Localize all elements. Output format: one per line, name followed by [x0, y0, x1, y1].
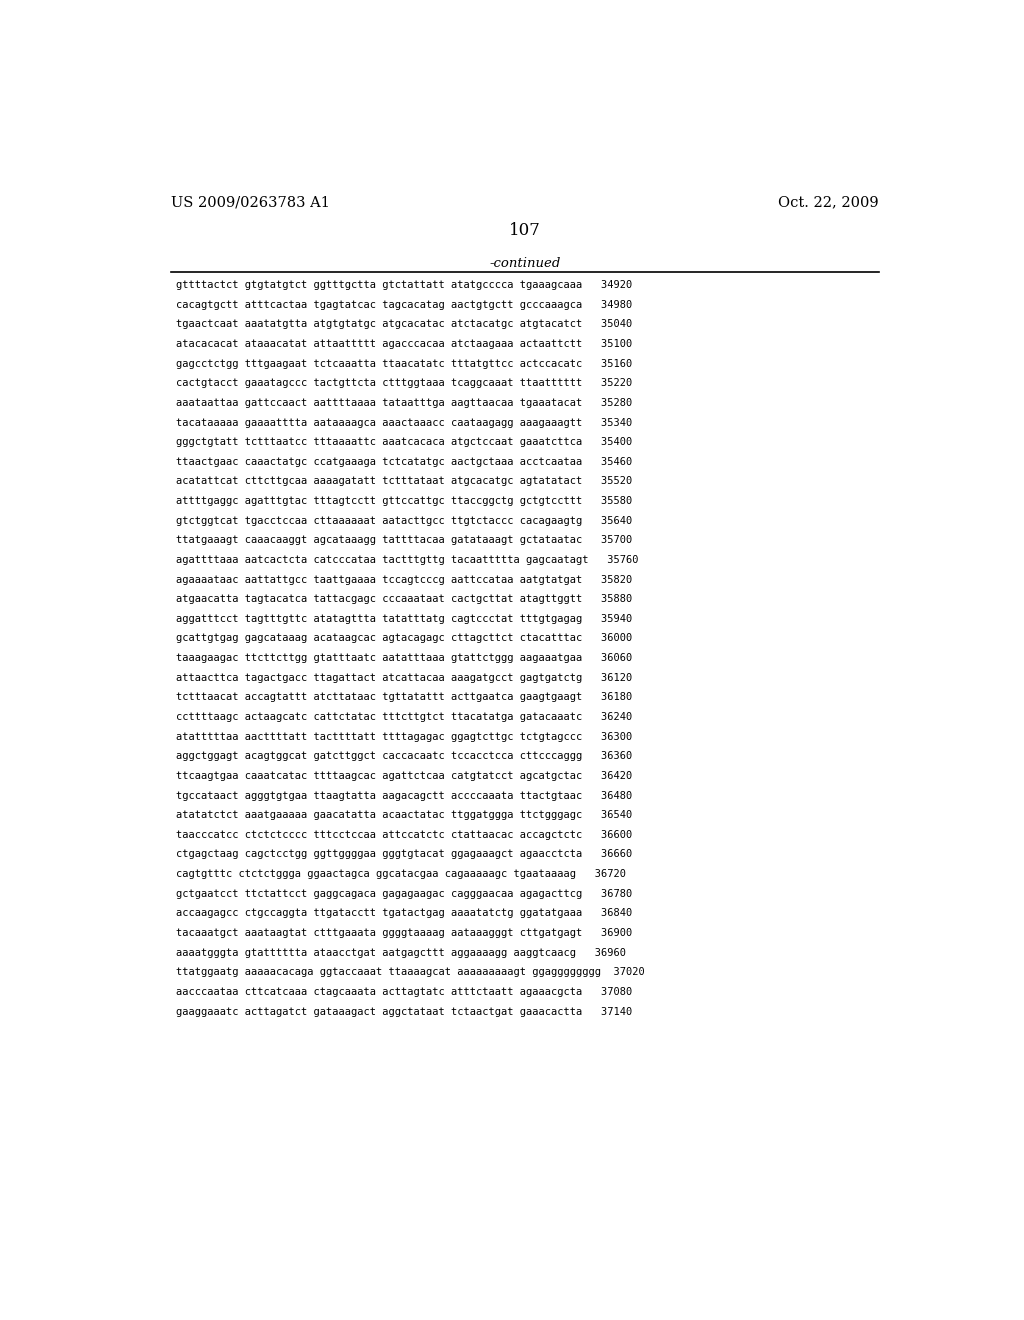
Text: agattttaaa aatcactcta catcccataa tactttgttg tacaattttta gagcaatagt   35760: agattttaaa aatcactcta catcccataa tactttg…: [176, 554, 639, 565]
Text: accaagagcc ctgccaggta ttgatacctt tgatactgag aaaatatctg ggatatgaaa   36840: accaagagcc ctgccaggta ttgatacctt tgatact…: [176, 908, 632, 919]
Text: -continued: -continued: [489, 257, 560, 271]
Text: aaataattaa gattccaact aattttaaaa tataatttga aagttaacaa tgaaatacat   35280: aaataattaa gattccaact aattttaaaa tataatt…: [176, 397, 632, 408]
Text: ccttttaagc actaagcatc cattctatac tttcttgtct ttacatatga gatacaaatc   36240: ccttttaagc actaagcatc cattctatac tttcttg…: [176, 711, 632, 722]
Text: ttatgaaagt caaacaaggt agcataaagg tattttacaa gatataaagt gctataatac   35700: ttatgaaagt caaacaaggt agcataaagg tatttta…: [176, 536, 632, 545]
Text: aggctggagt acagtggcat gatcttggct caccacaatc tccacctcca cttcccaggg   36360: aggctggagt acagtggcat gatcttggct caccaca…: [176, 751, 632, 762]
Text: tacaaatgct aaataagtat ctttgaaata ggggtaaaag aataaagggt cttgatgagt   36900: tacaaatgct aaataagtat ctttgaaata ggggtaa…: [176, 928, 632, 939]
Text: aggatttcct tagtttgttc atatagttta tatatttatg cagtccctat tttgtgagag   35940: aggatttcct tagtttgttc atatagttta tatattt…: [176, 614, 632, 624]
Text: gagcctctgg tttgaagaat tctcaaatta ttaacatatc tttatgttcc actccacatc   35160: gagcctctgg tttgaagaat tctcaaatta ttaacat…: [176, 359, 632, 368]
Text: tctttaacat accagtattt atcttataac tgttatattt acttgaatca gaagtgaagt   36180: tctttaacat accagtattt atcttataac tgttata…: [176, 693, 632, 702]
Text: aacccaataa cttcatcaaa ctagcaaata acttagtatc atttctaatt agaaacgcta   37080: aacccaataa cttcatcaaa ctagcaaata acttagt…: [176, 987, 632, 997]
Text: attaacttca tagactgacc ttagattact atcattacaa aaagatgcct gagtgatctg   36120: attaacttca tagactgacc ttagattact atcatta…: [176, 673, 632, 682]
Text: US 2009/0263783 A1: US 2009/0263783 A1: [171, 195, 330, 210]
Text: ttatggaatg aaaaacacaga ggtaccaaat ttaaaagcat aaaaaaaaagt ggagggggggg  37020: ttatggaatg aaaaacacaga ggtaccaaat ttaaaa…: [176, 968, 645, 977]
Text: ttaactgaac caaactatgc ccatgaaaga tctcatatgc aactgctaaa acctcaataa   35460: ttaactgaac caaactatgc ccatgaaaga tctcata…: [176, 457, 632, 467]
Text: gaaggaaatc acttagatct gataaagact aggctataat tctaactgat gaaacactta   37140: gaaggaaatc acttagatct gataaagact aggctat…: [176, 1007, 632, 1016]
Text: cagtgtttc ctctctggga ggaactagca ggcatacgaa cagaaaaagc tgaataaaag   36720: cagtgtttc ctctctggga ggaactagca ggcatacg…: [176, 869, 626, 879]
Text: taaagaagac ttcttcttgg gtatttaatc aatatttaaa gtattctggg aagaaatgaa   36060: taaagaagac ttcttcttgg gtatttaatc aatattt…: [176, 653, 632, 663]
Text: acatattcat cttcttgcaa aaaagatatt tctttataat atgcacatgc agtatatact   35520: acatattcat cttcttgcaa aaaagatatt tctttat…: [176, 477, 632, 486]
Text: Oct. 22, 2009: Oct. 22, 2009: [778, 195, 879, 210]
Text: tacataaaaa gaaaatttta aataaaagca aaactaaacc caataagagg aaagaaagtt   35340: tacataaaaa gaaaatttta aataaaagca aaactaa…: [176, 417, 632, 428]
Text: ttcaagtgaa caaatcatac ttttaagcac agattctcaa catgtatcct agcatgctac   36420: ttcaagtgaa caaatcatac ttttaagcac agattct…: [176, 771, 632, 781]
Text: taacccatcc ctctctcccc tttcctccaa attccatctc ctattaacac accagctctc   36600: taacccatcc ctctctcccc tttcctccaa attccat…: [176, 830, 632, 840]
Text: cactgtacct gaaatagccc tactgttcta ctttggtaaa tcaggcaaat ttaatttttt   35220: cactgtacct gaaatagccc tactgttcta ctttggt…: [176, 379, 632, 388]
Text: agaaaataac aattattgcc taattgaaaa tccagtcccg aattccataa aatgtatgat   35820: agaaaataac aattattgcc taattgaaaa tccagtc…: [176, 574, 632, 585]
Text: atatatctct aaatgaaaaa gaacatatta acaactatac ttggatggga ttctgggagc   36540: atatatctct aaatgaaaaa gaacatatta acaacta…: [176, 810, 632, 820]
Text: attttgaggc agatttgtac tttagtcctt gttccattgc ttaccggctg gctgtccttt   35580: attttgaggc agatttgtac tttagtcctt gttccat…: [176, 496, 632, 506]
Text: gcattgtgag gagcataaag acataagcac agtacagagc cttagcttct ctacatttac   36000: gcattgtgag gagcataaag acataagcac agtacag…: [176, 634, 632, 643]
Text: gtctggtcat tgacctccaa cttaaaaaat aatacttgcc ttgtctaccc cacagaagtg   35640: gtctggtcat tgacctccaa cttaaaaaat aatactt…: [176, 516, 632, 525]
Text: aaaatgggta gtatttttta ataacctgat aatgagcttt aggaaaagg aaggtcaacg   36960: aaaatgggta gtatttttta ataacctgat aatgagc…: [176, 948, 626, 957]
Text: ctgagctaag cagctcctgg ggttggggaa gggtgtacat ggagaaagct agaacctcta   36660: ctgagctaag cagctcctgg ggttggggaa gggtgta…: [176, 850, 632, 859]
Text: tgaactcaat aaatatgtta atgtgtatgc atgcacatac atctacatgc atgtacatct   35040: tgaactcaat aaatatgtta atgtgtatgc atgcaca…: [176, 319, 632, 329]
Text: 107: 107: [509, 222, 541, 239]
Text: atatttttaa aacttttatt tacttttatt ttttagagac ggagtcttgc tctgtagccc   36300: atatttttaa aacttttatt tacttttatt ttttaga…: [176, 731, 632, 742]
Text: gctgaatcct ttctattcct gaggcagaca gagagaagac cagggaacaa agagacttcg   36780: gctgaatcct ttctattcct gaggcagaca gagagaa…: [176, 888, 632, 899]
Text: gggctgtatt tctttaatcc tttaaaattc aaatcacaca atgctccaat gaaatcttca   35400: gggctgtatt tctttaatcc tttaaaattc aaatcac…: [176, 437, 632, 447]
Text: tgccataact agggtgtgaa ttaagtatta aagacagctt accccaaata ttactgtaac   36480: tgccataact agggtgtgaa ttaagtatta aagacag…: [176, 791, 632, 800]
Text: gttttactct gtgtatgtct ggtttgctta gtctattatt atatgcccca tgaaagcaaa   34920: gttttactct gtgtatgtct ggtttgctta gtctatt…: [176, 280, 632, 290]
Text: atacacacat ataaacatat attaattttt agacccacaa atctaagaaa actaattctt   35100: atacacacat ataaacatat attaattttt agaccca…: [176, 339, 632, 348]
Text: atgaacatta tagtacatca tattacgagc cccaaataat cactgcttat atagttggtt   35880: atgaacatta tagtacatca tattacgagc cccaaat…: [176, 594, 632, 605]
Text: cacagtgctt atttcactaa tgagtatcac tagcacatag aactgtgctt gcccaaagca   34980: cacagtgctt atttcactaa tgagtatcac tagcaca…: [176, 300, 632, 310]
